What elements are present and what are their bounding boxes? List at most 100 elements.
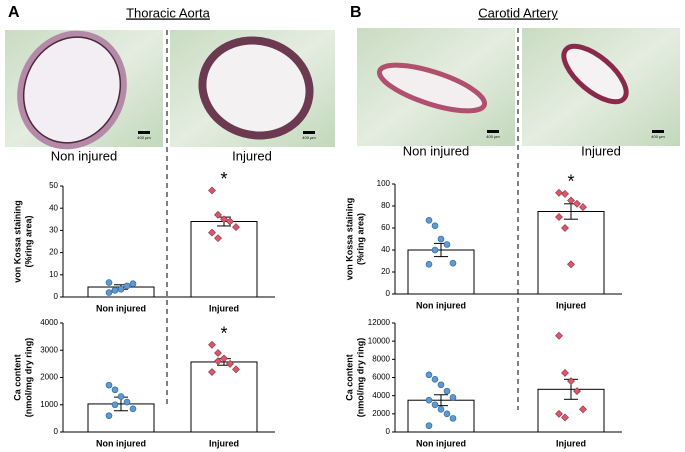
y-tick-label: 0 [386,289,391,298]
y-tick-label: 0 [386,427,391,436]
data-point [437,405,445,413]
panel-label: A [8,4,20,21]
bar [537,211,605,295]
data-point [561,369,569,377]
y-tick-label: 4000 [372,391,390,400]
data-point [431,222,439,230]
data-point [214,357,222,366]
scale-bar-label: 400 µm [486,134,500,139]
y-tick-label: 0 [54,292,59,301]
data-point [561,413,569,422]
data-point [431,401,439,409]
data-point [431,376,439,383]
bar [190,361,258,433]
data-point [425,371,433,379]
data-point [208,186,216,195]
data-point [437,235,445,243]
micrograph [170,30,335,147]
scale-bar-label: 400 µm [137,135,151,140]
data-point [111,287,119,294]
data-point [555,331,563,340]
scale-bar [652,130,664,133]
y-tick-label: 10 [49,270,58,279]
y-tick-label: 8000 [372,354,390,363]
y-tick-label: 6000 [372,373,390,382]
image-label: Injured [581,143,621,158]
data-point [567,196,575,205]
micrograph [522,28,680,146]
data-point [431,246,439,254]
data-point [567,260,575,269]
y-axis-label: von Kossa staining [344,198,354,281]
data-point [214,234,222,243]
data-point [117,285,125,293]
data-point [561,224,569,232]
data-point [129,280,137,287]
image-label: Non injured [51,148,118,163]
data-point [579,405,587,414]
x-tick-label: Non injured [416,300,466,310]
scale-bar [303,131,315,134]
data-point [123,282,131,290]
y-tick-label: 80 [381,201,390,210]
data-point [111,386,119,394]
significance: * [220,169,227,189]
data-point [214,349,222,357]
scale-bar-label: 400 µm [302,135,316,140]
y-tick-label: 100 [377,179,391,188]
data-point [425,217,433,224]
data-point [425,396,433,404]
y-tick-label: 3000 [40,345,58,354]
scale-bar [487,130,499,133]
y-tick-label: 40 [381,245,390,254]
data-point [573,387,581,396]
data-point [105,279,113,286]
data-point [208,228,216,237]
data-point [208,340,216,349]
x-tick-label: Non injured [96,303,146,313]
y-tick-label: 0 [54,427,59,436]
data-point [220,354,228,363]
data-point [208,368,216,376]
data-point [129,405,137,413]
data-point [449,415,457,422]
scale-bar [138,131,150,134]
data-point [117,393,125,400]
data-point [105,412,113,419]
data-point [105,381,113,389]
data-point [561,189,569,198]
data-point [449,259,457,267]
significance: * [567,172,574,192]
data-point [573,199,581,208]
x-tick-label: Non injured [96,438,146,448]
panel-title: Thoracic Aorta [126,5,211,20]
image-label: Non injured [403,143,470,158]
y-tick-label: 10000 [368,336,391,345]
y-axis-label: Ca content [344,354,354,401]
y-axis-label: (%ring area) [23,215,33,267]
data-point [437,381,445,389]
y-tick-label: 40 [49,203,58,212]
y-tick-label: 50 [49,181,58,190]
y-axis-label: (nmol/mg dry ring) [23,338,33,418]
panel-title: Carotid Artery [478,5,558,20]
y-tick-label: 30 [49,226,58,235]
data-point [555,188,563,197]
data-point [123,398,131,406]
y-tick-label: 60 [381,223,390,232]
y-axis-label: von Kossa staining [12,200,22,283]
x-tick-label: Injured [209,438,239,448]
y-tick-label: 4000 [40,318,58,327]
significance: * [220,324,227,344]
data-point [443,410,451,418]
data-point [232,365,240,374]
micrograph [357,28,515,146]
y-axis-label: Ca content [12,354,22,401]
data-point [220,215,228,224]
image-label: Injured [232,148,272,163]
y-tick-label: 1000 [40,400,58,409]
y-tick-label: 12000 [368,318,391,327]
data-point [425,260,433,268]
x-tick-label: Non injured [416,438,466,448]
